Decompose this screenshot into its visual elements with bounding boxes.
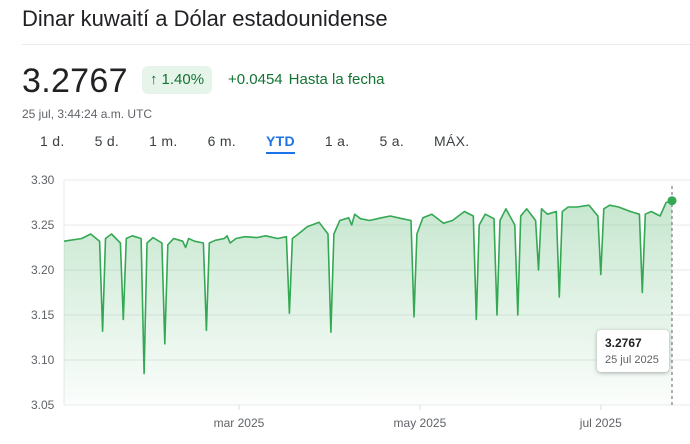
page-title: Dinar kuwaití a Dólar estadounidense	[22, 6, 388, 31]
tooltip-date: 25 jul 2025	[605, 354, 659, 366]
price-area-fill	[64, 200, 672, 405]
x-tick-label: mar 2025	[214, 416, 265, 430]
period-label: Hasta la fecha	[288, 71, 385, 88]
arrow-up-icon: ↑	[150, 71, 158, 88]
latest-point-marker[interactable]	[667, 196, 677, 206]
tab-6-months[interactable]: 6 m.	[207, 133, 236, 149]
x-tick-label: may 2025	[394, 416, 447, 430]
absolute-change-value: +0.0454	[228, 71, 283, 88]
current-price: 3.2767	[22, 62, 128, 100]
price-chart[interactable]: 3.30 3.25 3.20 3.15 3.10 3.05 mar 2025 may 202…	[0, 160, 690, 444]
tab-5-years[interactable]: 5 a.	[379, 133, 405, 149]
absolute-change: +0.0454 Hasta la fecha	[228, 71, 385, 88]
percent-change-badge: ↑ 1.40%	[142, 66, 213, 94]
percent-change-value: 1.40%	[161, 71, 205, 88]
y-tick-label: 3.10	[31, 353, 55, 367]
tab-1-day[interactable]: 1 d.	[40, 133, 65, 149]
price-line	[63, 199, 673, 375]
y-axis-labels: 3.30 3.25 3.20 3.15 3.10 3.05	[31, 173, 55, 412]
divider	[22, 44, 690, 45]
y-tick-label: 3.25	[31, 218, 55, 232]
y-tick-label: 3.05	[31, 398, 55, 412]
y-tick-label: 3.15	[31, 308, 55, 322]
hover-tooltip: 3.2767 25 jul 2025	[597, 330, 669, 372]
y-tick-label: 3.30	[31, 173, 55, 187]
tab-max[interactable]: MÁX.	[434, 133, 470, 149]
x-axis-labels: mar 2025 may 2025 jul 2025	[214, 405, 622, 430]
range-tabs: 1 d. 5 d. 1 m. 6 m. YTD 1 a. 5 a. MÁX.	[28, 131, 487, 154]
y-tick-label: 3.20	[31, 263, 55, 277]
tooltip-value: 3.2767	[605, 336, 642, 350]
tab-5-days[interactable]: 5 d.	[94, 133, 120, 149]
tab-1-month[interactable]: 1 m.	[149, 133, 178, 149]
quote-timestamp: 25 jul, 3:44:24 a.m. UTC	[22, 107, 153, 121]
x-tick-label: jul 2025	[579, 416, 622, 430]
tab-1-year[interactable]: 1 a.	[324, 133, 350, 149]
tab-ytd[interactable]: YTD	[254, 131, 307, 154]
